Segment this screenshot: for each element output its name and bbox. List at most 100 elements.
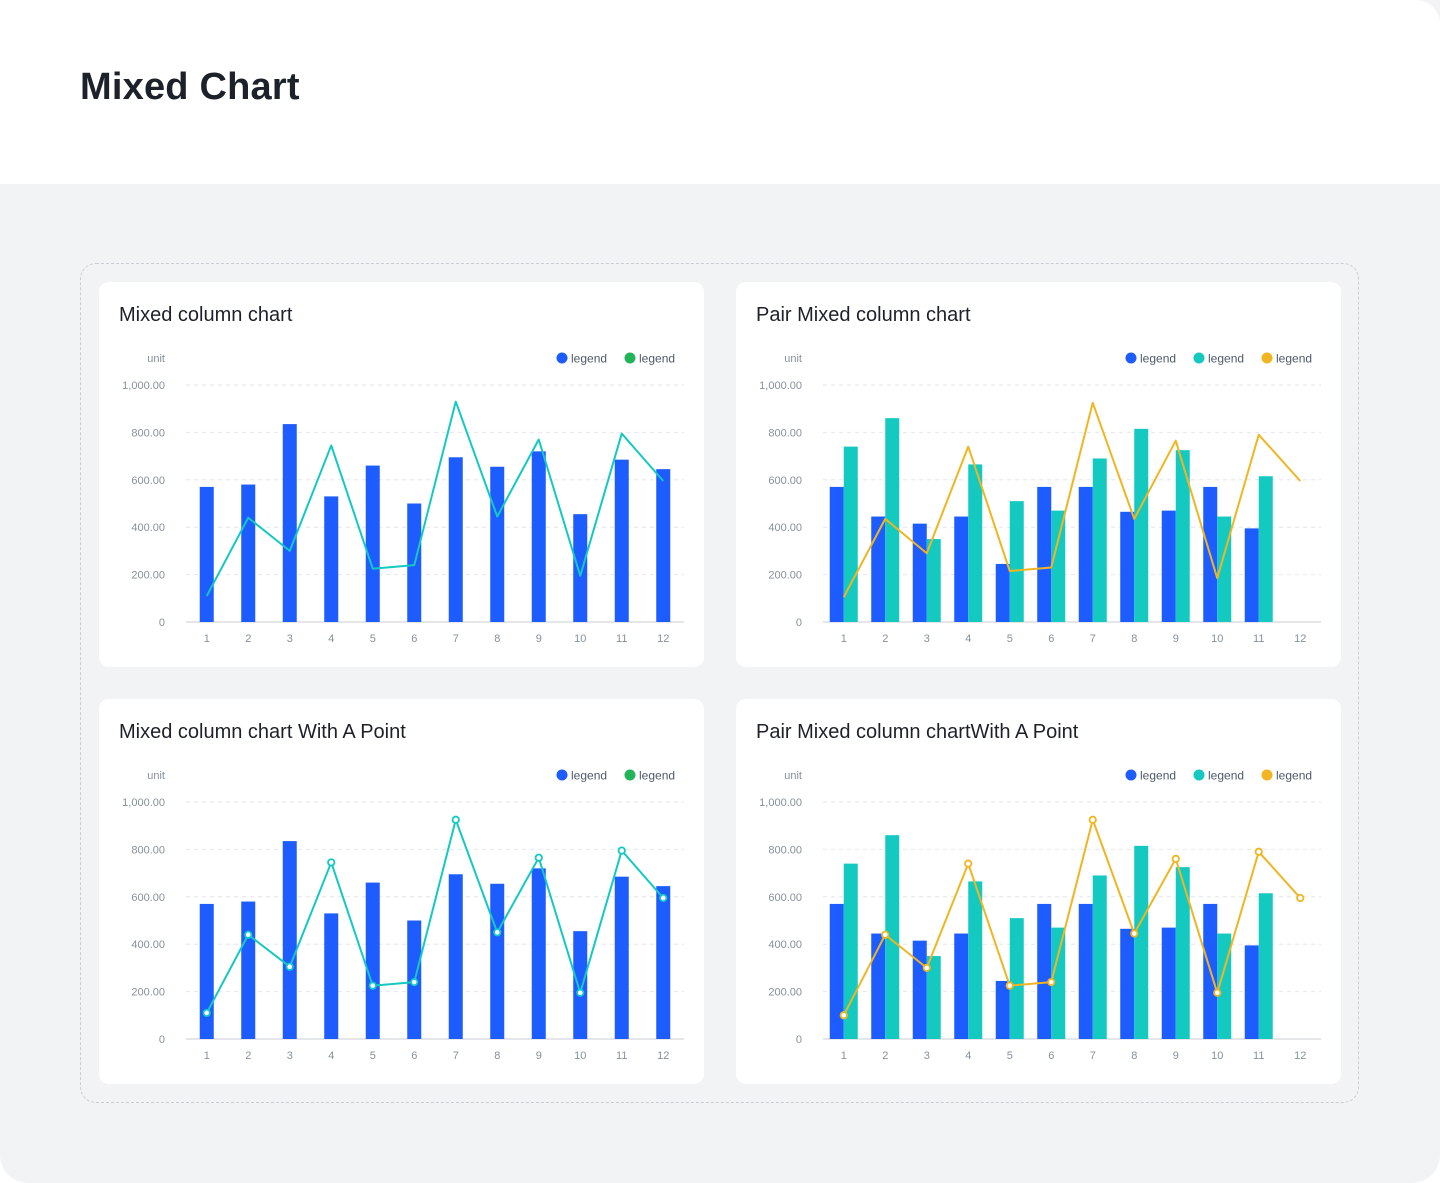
legend-label: legend xyxy=(571,352,607,366)
legend-label: legend xyxy=(1276,769,1312,783)
bar xyxy=(871,933,886,1039)
x-tick-label: 8 xyxy=(1131,1050,1137,1062)
legend-marker xyxy=(1193,352,1205,364)
y-tick-label: 600.00 xyxy=(131,475,165,487)
x-tick-label: 6 xyxy=(1048,633,1054,645)
chart-card-mixed-column: Mixed column chart unit 0 200.00 400.00 600.… xyxy=(99,282,704,667)
bar xyxy=(995,980,1010,1039)
legend-label: legend xyxy=(571,769,607,783)
legend-label: legend xyxy=(1140,352,1176,366)
line-point xyxy=(368,981,377,990)
y-tick-label: 1,000.00 xyxy=(122,380,165,392)
bar xyxy=(365,882,380,1039)
x-tick-label: 3 xyxy=(287,1050,293,1062)
x-tick-label: 4 xyxy=(328,633,334,645)
x-tick-label: 7 xyxy=(453,633,459,645)
x-tick-label: 1 xyxy=(204,1050,210,1062)
series-line xyxy=(842,818,1301,1016)
bar xyxy=(531,451,546,622)
line-point xyxy=(493,928,502,937)
bar xyxy=(531,868,546,1039)
legend-marker xyxy=(1125,769,1137,781)
legend-marker xyxy=(1261,769,1273,781)
line-point xyxy=(327,858,336,867)
x-tick-label: 7 xyxy=(1090,633,1096,645)
x-tick-label: 4 xyxy=(965,633,971,645)
x-tick-label: 12 xyxy=(657,633,669,645)
bar xyxy=(1051,927,1066,1039)
x-tick-label: 9 xyxy=(1173,633,1179,645)
bar xyxy=(365,465,380,622)
line-point xyxy=(244,930,253,939)
line-point xyxy=(534,853,543,862)
x-tick-label: 2 xyxy=(245,1050,251,1062)
y-tick-label: 600.00 xyxy=(768,892,802,904)
series-line xyxy=(842,401,1301,598)
x-tick-label: 7 xyxy=(1090,1050,1096,1062)
x-tick-label: 12 xyxy=(1294,633,1306,645)
line-point xyxy=(881,930,890,939)
unit-label: unit xyxy=(784,770,802,782)
line-point xyxy=(964,859,973,868)
y-tick-label: 400.00 xyxy=(131,522,165,534)
bar xyxy=(490,883,505,1039)
page-title: Mixed Chart xyxy=(80,66,300,108)
line-point xyxy=(202,1008,211,1018)
bar xyxy=(282,841,297,1039)
x-tick-label: 1 xyxy=(841,633,847,645)
header: Mixed Chart xyxy=(0,0,1440,184)
bar xyxy=(1244,945,1259,1039)
legend-marker xyxy=(1193,769,1205,781)
bar xyxy=(448,874,463,1039)
x-tick-label: 6 xyxy=(411,1050,417,1062)
bar xyxy=(1120,928,1135,1039)
bar xyxy=(885,418,900,622)
bar xyxy=(656,469,671,622)
line-point xyxy=(839,1011,848,1020)
bar xyxy=(885,835,900,1039)
bar xyxy=(968,881,983,1039)
x-tick-label: 5 xyxy=(370,633,376,645)
bar xyxy=(912,940,927,1039)
x-tick-label: 8 xyxy=(494,1050,500,1062)
y-tick-label: 800.00 xyxy=(131,844,165,856)
x-tick-label: 1 xyxy=(841,1050,847,1062)
bar xyxy=(199,903,214,1039)
bar xyxy=(1258,893,1273,1039)
line-point xyxy=(1171,854,1180,863)
bar xyxy=(1258,476,1273,622)
y-tick-label: 1,000.00 xyxy=(759,380,802,392)
bar xyxy=(324,496,339,622)
x-tick-label: 3 xyxy=(924,1050,930,1062)
bar xyxy=(1037,903,1052,1039)
bar xyxy=(1009,501,1024,622)
legend-marker xyxy=(624,352,636,364)
y-tick-label: 400.00 xyxy=(131,939,165,951)
y-tick-label: 1,000.00 xyxy=(122,797,165,809)
y-tick-label: 0 xyxy=(159,617,165,629)
x-tick-label: 5 xyxy=(370,1050,376,1062)
legend-marker xyxy=(556,769,568,781)
x-tick-label: 10 xyxy=(574,1050,586,1062)
bar xyxy=(912,523,927,622)
legend-label: legend xyxy=(1140,769,1176,783)
line-point xyxy=(410,978,419,987)
bar xyxy=(1078,903,1093,1039)
bar xyxy=(1161,510,1176,622)
bar xyxy=(448,457,463,622)
bar xyxy=(954,516,969,622)
legend-label: legend xyxy=(1208,769,1244,783)
bar xyxy=(829,903,844,1039)
bar xyxy=(241,901,256,1039)
line-point xyxy=(451,815,460,824)
line-point xyxy=(659,893,668,903)
chart-title: Pair Mixed column chartWith A Point xyxy=(756,721,1079,743)
line-point xyxy=(576,988,585,997)
y-tick-label: 400.00 xyxy=(768,939,802,951)
x-tick-label: 2 xyxy=(882,633,888,645)
line-point xyxy=(1047,978,1056,987)
x-tick-label: 9 xyxy=(1173,1050,1179,1062)
legend-label: legend xyxy=(1276,352,1312,366)
y-tick-label: 800.00 xyxy=(131,427,165,439)
